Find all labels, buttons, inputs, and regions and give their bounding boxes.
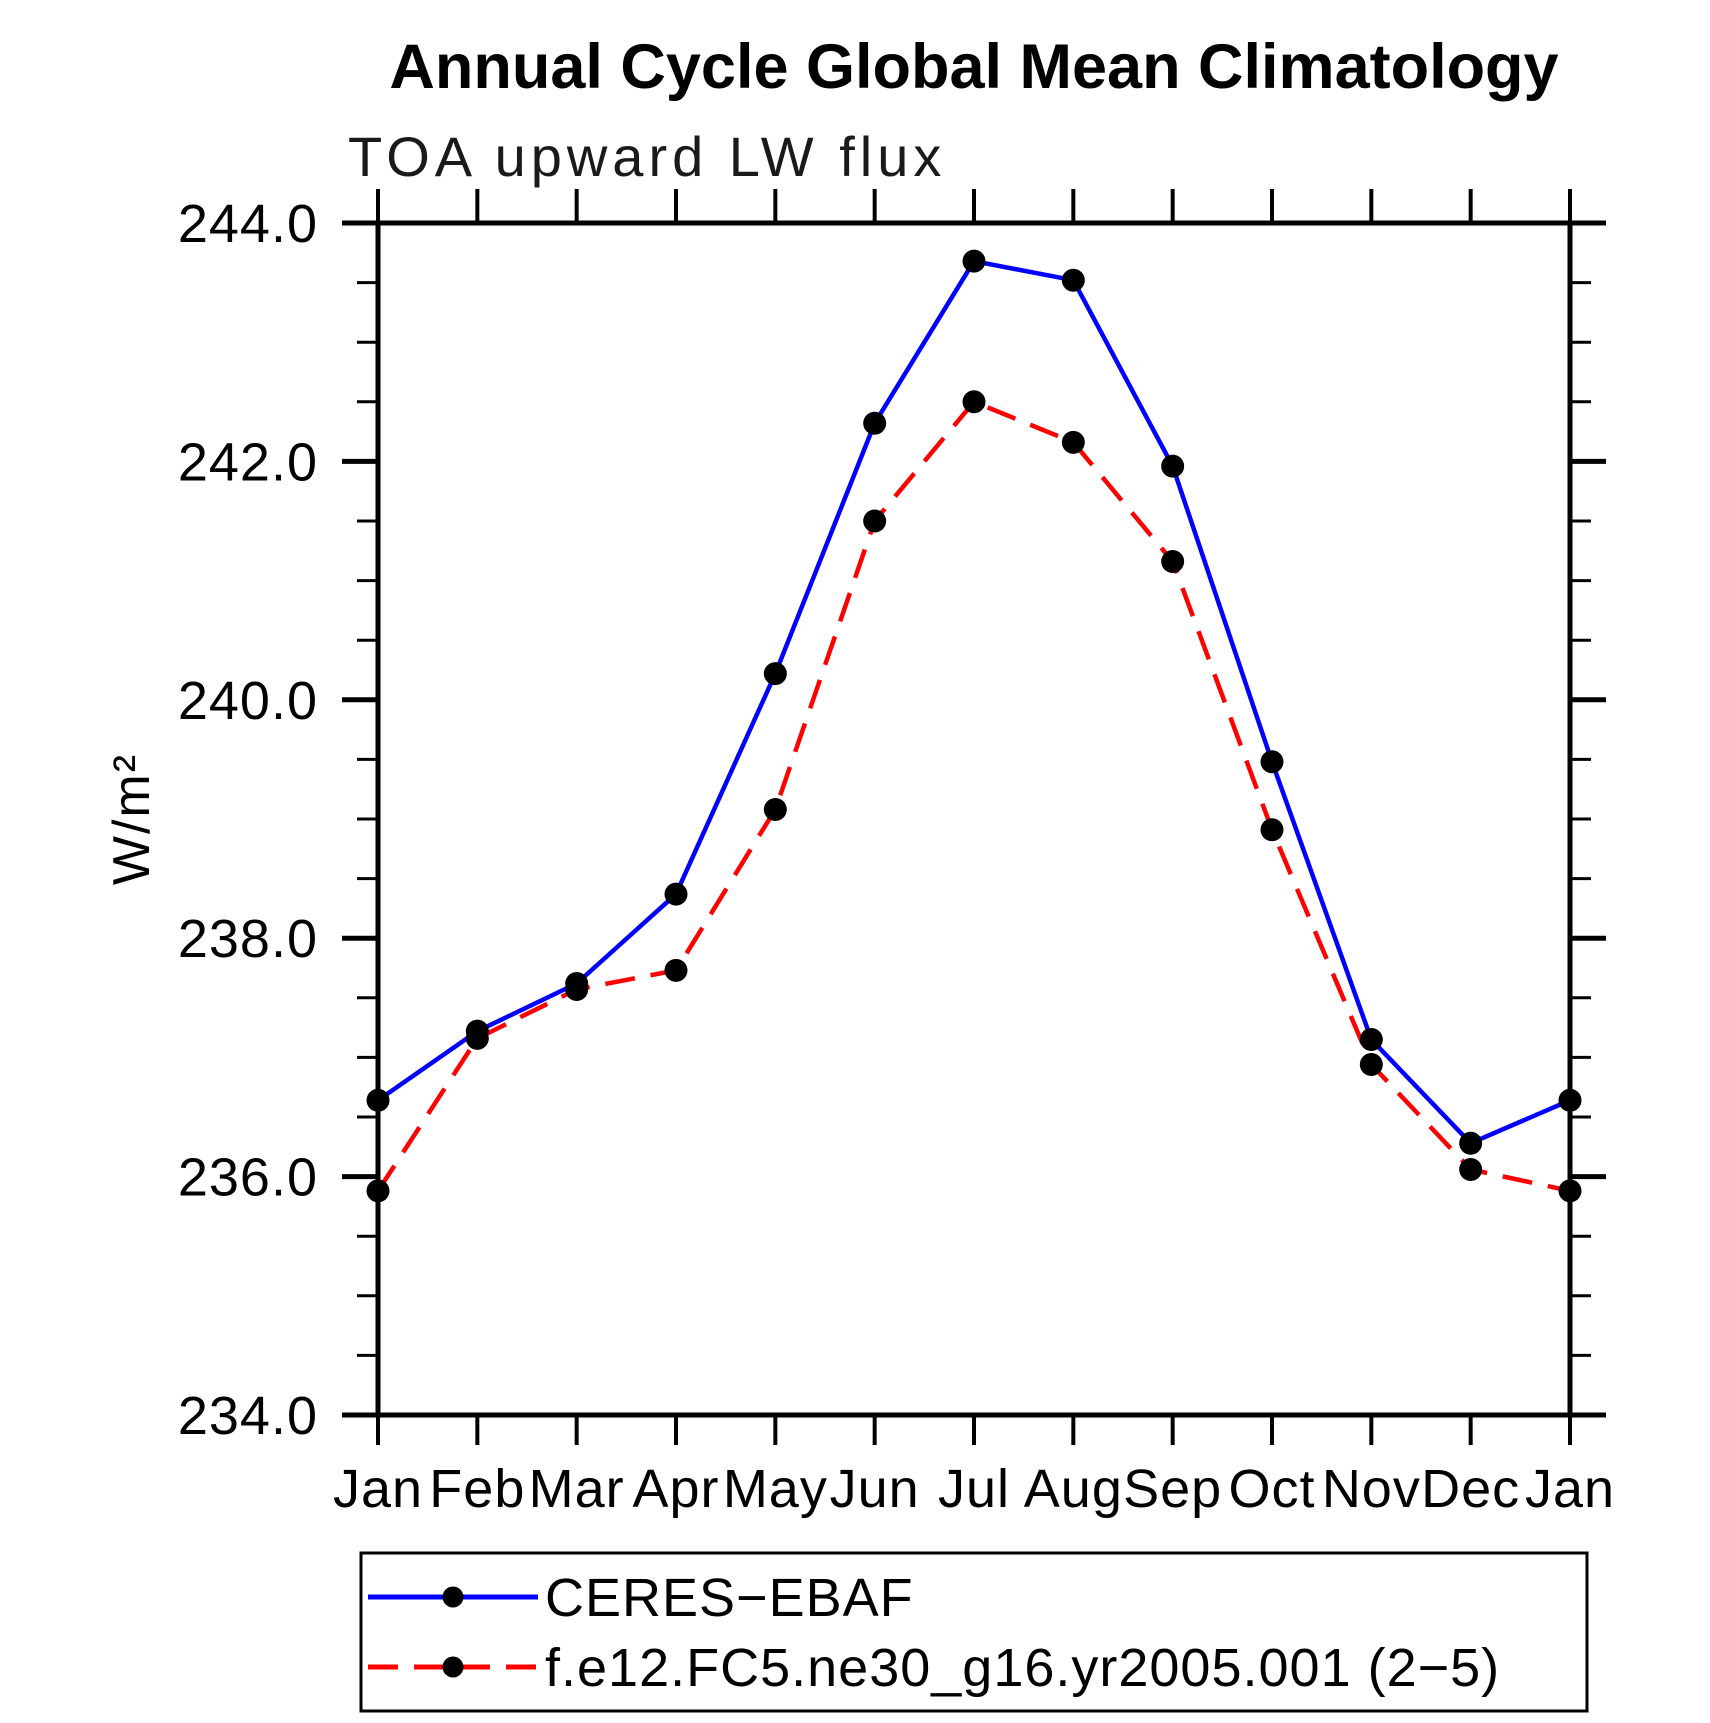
legend: CERES−EBAF f.e12.FC5.ne30_g16.yr2005.001… [359,1551,1589,1713]
y-tick-label: 240.0 [178,671,318,731]
month-label: May [723,1459,828,1519]
legend-sample-marker [442,1656,464,1678]
month-label: Jun [830,1459,920,1519]
month-label: Mar [529,1459,625,1519]
legend-label-model-run: f.e12.FC5.ne30_g16.yr2005.001 (2−5) [545,1638,1500,1698]
month-label: Jul [938,1459,1010,1519]
data-point-marker [366,1088,390,1112]
data-point-marker [1061,430,1085,454]
chart-subtitle: TOA upward LW flux [348,125,946,188]
data-point-marker [962,390,986,414]
month-label: Nov [1322,1459,1421,1519]
data-point-marker [1359,1053,1383,1077]
data-point-marker [1260,818,1284,842]
month-label: Oct [1228,1459,1315,1519]
legend-box [359,1551,1589,1713]
data-point-marker [664,882,688,906]
month-label: Aug [1024,1459,1123,1519]
y-tick-label: 238.0 [178,909,318,969]
legend-sample-marker [442,1586,464,1608]
data-point-marker [1558,1179,1582,1203]
data-point-marker [763,662,787,686]
data-point-marker [664,958,688,982]
data-point-marker [962,249,986,273]
y-tick-label: 244.0 [178,194,318,254]
data-point-marker [1161,550,1185,574]
y-tick-label: 236.0 [178,1148,318,1208]
y-tick-label: 234.0 [178,1386,318,1446]
data-point-marker [1061,268,1085,292]
data-point-marker [863,411,887,435]
data-point-marker [1359,1028,1383,1052]
month-label: Feb [429,1459,525,1519]
data-point-marker [1558,1088,1582,1112]
data-point-marker [763,797,787,821]
data-point-marker [1459,1131,1483,1155]
data-point-marker [863,509,887,533]
chart-title: Annual Cycle Global Mean Climatology [389,32,1558,102]
data-point-marker [465,1026,489,1050]
month-label: Apr [632,1459,719,1519]
month-label: Dec [1421,1459,1520,1519]
plot-series [366,249,1582,1203]
month-label: Jan [333,1459,423,1519]
legend-label-ceres-ebaf: CERES−EBAF [545,1568,914,1628]
axes: Jan Feb Mar Apr May Jun Jul Aug Sep Oct Nov Dec Jan2… [178,189,1615,1519]
month-label: Sep [1123,1459,1222,1519]
month-label: Jan [1525,1459,1615,1519]
series-line-1 [376,399,1571,1194]
data-point-marker [366,1179,390,1203]
data-point-marker [1161,454,1185,478]
y-axis-label: W/m² [103,753,161,885]
legend-samples [368,1586,538,1678]
data-point-marker [1260,750,1284,774]
data-point-marker [565,977,589,1001]
data-point-marker [1459,1157,1483,1181]
y-tick-label: 242.0 [178,432,318,492]
